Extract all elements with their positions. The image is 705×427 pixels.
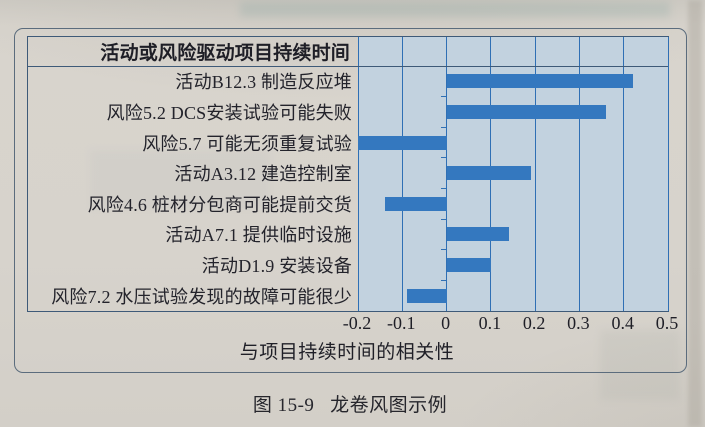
category-axis-tick [440, 218, 447, 220]
gridline [534, 37, 536, 311]
x-tick-label: 0 [441, 313, 451, 333]
bar [446, 258, 491, 273]
gridline [667, 37, 669, 311]
category-axis-tick [440, 279, 447, 281]
x-tick-label: -0.1 [387, 313, 416, 333]
bar [358, 135, 447, 150]
bleed-through-smudge [240, 2, 670, 17]
bar [446, 74, 633, 89]
row-label: 活动A7.1 提供临时设施 [165, 225, 352, 246]
x-axis-title: 与项目持续时间的相关性 [239, 342, 455, 363]
row-label: 风险7.2 水压试验发现的故障可能很少 [51, 286, 352, 307]
row-label: 活动B12.3 制造反应堆 [175, 72, 352, 93]
gridline [623, 37, 625, 311]
title-underline [28, 66, 668, 67]
x-tick-label: 0.4 [611, 313, 634, 333]
x-tick-label: -0.2 [342, 313, 372, 333]
row-label: 风险4.6 桩材分包商可能提前交货 [87, 194, 352, 215]
category-axis-tick [440, 188, 447, 189]
category-axis-tick [440, 126, 447, 128]
x-tick-label: 0.1 [478, 313, 502, 333]
bar [446, 104, 606, 119]
row-label: 风险5.7 可能无须重复试验 [142, 133, 352, 154]
gridline [357, 37, 359, 311]
row-label: 活动A3.12 建造控制室 [174, 164, 352, 185]
tornado-chart: 活动或风险驱动项目持续时间 活动B12.3 制造反应堆风险5.2 DCS安装试验… [27, 36, 669, 312]
x-tick-label: 0.2 [522, 313, 546, 333]
figure-outer-frame [14, 28, 687, 373]
category-axis-tick [440, 249, 447, 251]
gridline [578, 37, 580, 311]
row-label: 风险5.2 DCS安装试验可能失败 [106, 102, 352, 123]
category-axis-tick [440, 96, 447, 98]
category-axis-tick [440, 157, 447, 159]
chart-title: 活动或风险驱动项目持续时间 [100, 43, 350, 64]
x-tick-label: 0.5 [655, 313, 679, 333]
bar [446, 166, 531, 181]
bar [446, 227, 509, 242]
gridline [401, 37, 403, 311]
bar [384, 196, 447, 211]
page-edge-shadow [688, 0, 702, 427]
figure-caption: 图 15-9 龙卷风图示例 [252, 395, 448, 416]
x-tick-label: 0.3 [567, 313, 590, 333]
bar [406, 288, 447, 303]
row-label: 活动D1.9 安装设备 [201, 256, 352, 277]
